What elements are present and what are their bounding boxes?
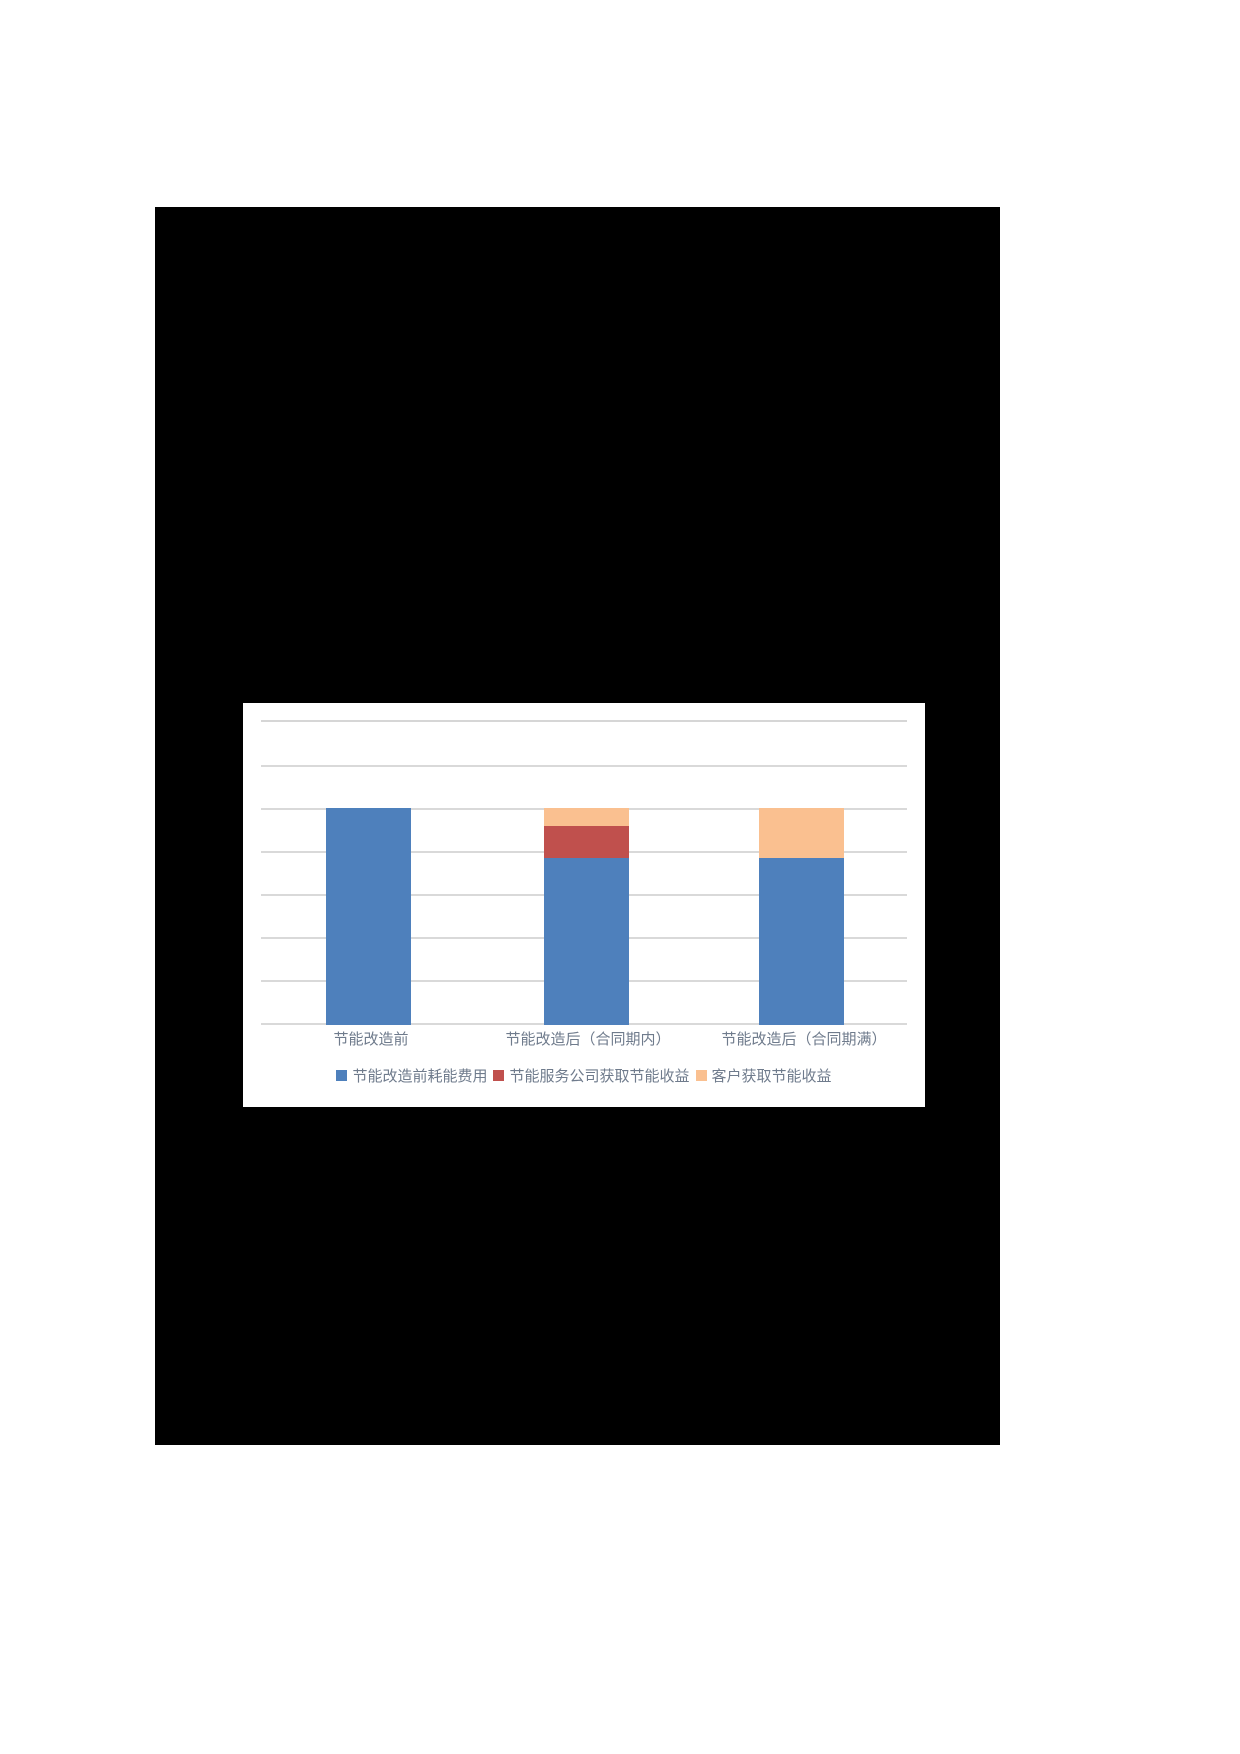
- legend-item-0[interactable]: 节能改造前耗能费用: [336, 1065, 487, 1086]
- bar-segment-0-0[interactable]: [326, 808, 411, 1025]
- bar-segment-1-1[interactable]: [544, 825, 629, 859]
- bar-segment-2-0[interactable]: [759, 858, 844, 1025]
- x-axis-tick-label-2: 节能改造后（合同期满）: [721, 1032, 887, 1048]
- x-axis-labels: 节能改造前 节能改造后（合同期内） 节能改造后（合同期满）: [261, 1028, 907, 1056]
- gridline-0: [261, 765, 907, 767]
- bar-segment-1-0[interactable]: [544, 858, 629, 1025]
- legend-swatch-icon-0: [336, 1070, 348, 1081]
- x-axis-tick-label-1: 节能改造后（合同期内）: [505, 1032, 671, 1048]
- legend-label-2: 客户获取节能收益: [711, 1069, 832, 1085]
- x-axis-tick-label-0: 节能改造前: [333, 1032, 409, 1048]
- legend-item-1[interactable]: 节能服务公司获取节能收益: [493, 1065, 690, 1086]
- bar-group-2[interactable]: [759, 808, 844, 1025]
- chart-canvas: 节能改造前 节能改造后（合同期内） 节能改造后（合同期满） 节能改造前耗能费用 …: [243, 703, 925, 1107]
- chart-card: 节能改造前 节能改造后（合同期内） 节能改造后（合同期满） 节能改造前耗能费用 …: [243, 703, 925, 1107]
- legend-swatch-icon-1: [493, 1070, 505, 1081]
- legend-swatch-icon-2: [695, 1070, 707, 1081]
- bar-group-1[interactable]: [544, 808, 629, 1025]
- bar-group-0[interactable]: [326, 808, 411, 1025]
- plot-area: [261, 765, 907, 1025]
- chart-legend: 节能改造前耗能费用 节能服务公司获取节能收益 客户获取节能收益: [243, 1065, 925, 1086]
- legend-item-2[interactable]: 客户获取节能收益: [695, 1065, 832, 1086]
- legend-label-0: 节能改造前耗能费用: [352, 1069, 488, 1085]
- bar-segment-1-2[interactable]: [544, 808, 629, 826]
- chart-top-rule: [261, 720, 907, 722]
- legend-label-1: 节能服务公司获取节能收益: [509, 1069, 690, 1085]
- bar-segment-2-2[interactable]: [759, 808, 844, 859]
